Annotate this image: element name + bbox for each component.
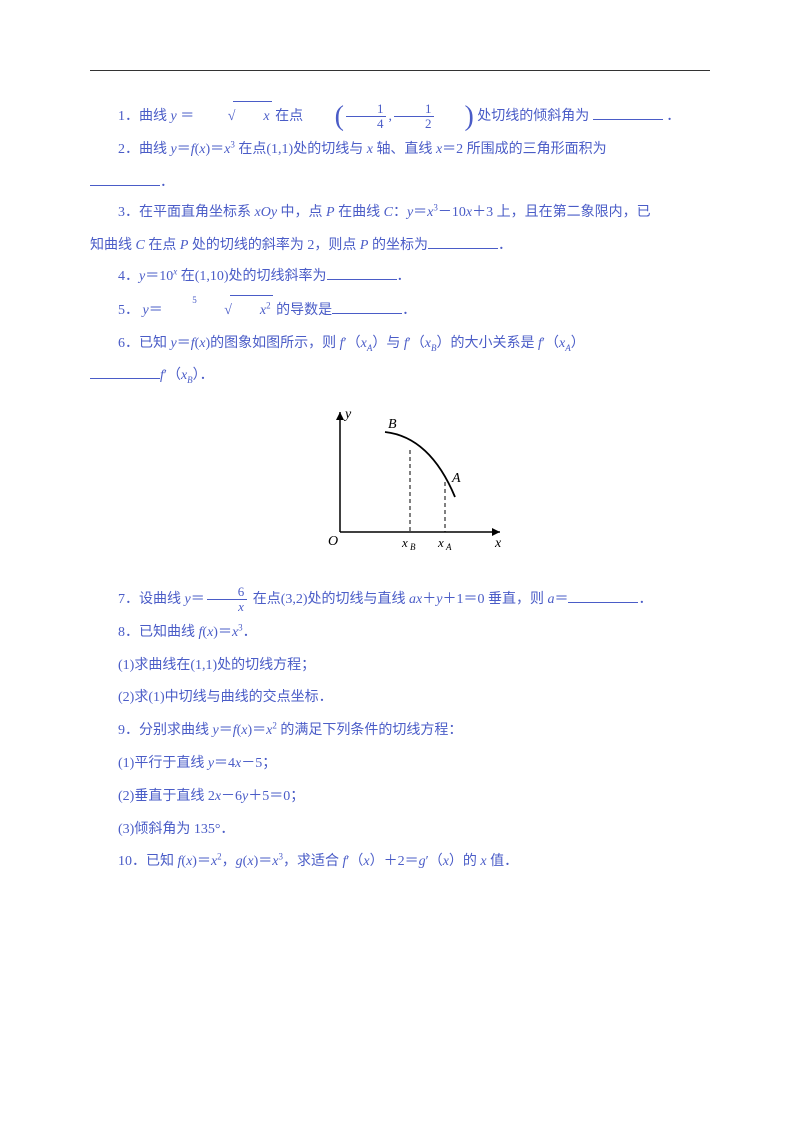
problem-3: 3．在平面直角坐标系 xOy 中，点 P 在曲线 C：y＝x3－10x＋3 上，…: [90, 198, 710, 229]
p5-root: 5 x2: [166, 295, 272, 327]
svg-text:B: B: [410, 542, 416, 552]
p1-text-c: 处切线的倾斜角为: [477, 109, 589, 124]
p1-text-d: ．: [666, 109, 680, 124]
problem-6: 6．已知 y＝f(x)的图象如图所示，则 f′（xA）与 f′（xB）的大小关系…: [90, 329, 710, 360]
p2-blank: [90, 172, 160, 186]
p5-blank: [332, 300, 402, 314]
graph-figure: O y x B A x B x A: [90, 402, 710, 575]
problem-8: 8．已知曲线 f(x)＝x3．: [90, 618, 710, 649]
p1-lparen: (: [307, 103, 344, 131]
problem-7: 7．设曲线 y＝6x 在点(3,2)处的切线与直线 ax＋y＋1＝0 垂直，则 …: [90, 585, 710, 616]
svg-text:x: x: [437, 535, 444, 550]
problem-10: 10．已知 f(x)＝x2，g(x)＝x3，求适合 f′（x）＋2＝g′（x）的…: [90, 847, 710, 878]
svg-text:x: x: [401, 535, 408, 550]
p4-blank: [327, 266, 397, 280]
problem-9-3: (3)倾斜角为 135°．: [90, 815, 710, 846]
p1-text-b: 在点: [275, 109, 303, 124]
svg-text:A: A: [445, 542, 452, 552]
top-rule: [90, 70, 710, 71]
problem-5: 5． y＝ 5 x2 的导数是．: [90, 295, 710, 327]
problem-8-2: (2)求(1)中切线与曲线的交点坐标．: [90, 683, 710, 714]
problem-9-2: (2)垂直于直线 2x－6y＋5＝0；: [90, 782, 710, 813]
y-axis-label: y: [343, 407, 352, 422]
problem-1: 1．曲线 y ＝ x 在点 (14,12) 处切线的倾斜角为 ．: [90, 101, 710, 133]
p6-blank: [90, 365, 160, 379]
p3-blank: [428, 235, 498, 249]
p1-frac1: 14: [346, 102, 387, 132]
problem-4: 4．y＝10x 在(1,10)处的切线斜率为．: [90, 262, 710, 293]
origin-label: O: [328, 534, 338, 549]
page-content: 1．曲线 y ＝ x 在点 (14,12) 处切线的倾斜角为 ． 2．曲线 y＝…: [0, 0, 800, 930]
problem-2-line2: ．: [90, 168, 710, 199]
problem-2: 2．曲线 y＝f(x)＝x3 在点(1,1)处的切线与 x 轴、直线 x＝2 所…: [90, 135, 710, 166]
p1-sqrt: x: [198, 101, 272, 133]
point-b-label: B: [388, 417, 397, 432]
p1-blank: [593, 106, 663, 120]
p1-y: y: [171, 109, 177, 124]
problem-3-line2: 知曲线 C 在点 P 处的切线的斜率为 2，则点 P 的坐标为．: [90, 231, 710, 262]
p1-rparen: ): [436, 103, 473, 131]
x-axis-label: x: [494, 536, 502, 551]
problem-9-1: (1)平行于直线 y＝4x－5；: [90, 749, 710, 780]
p1-frac2: 12: [394, 102, 435, 132]
p7-frac: 6x: [207, 585, 248, 615]
problem-9: 9．分别求曲线 y＝f(x)＝x2 的满足下列条件的切线方程：: [90, 716, 710, 747]
p1-eq: ＝: [180, 109, 194, 124]
problem-6-line2: f′（xB）．: [90, 361, 710, 392]
function-graph: O y x B A x B x A: [290, 402, 510, 562]
p7-blank: [568, 589, 638, 603]
p1-text-a: 1．曲线: [118, 109, 171, 124]
problem-8-1: (1)求曲线在(1,1)处的切线方程；: [90, 651, 710, 682]
point-a-label: A: [451, 471, 461, 486]
